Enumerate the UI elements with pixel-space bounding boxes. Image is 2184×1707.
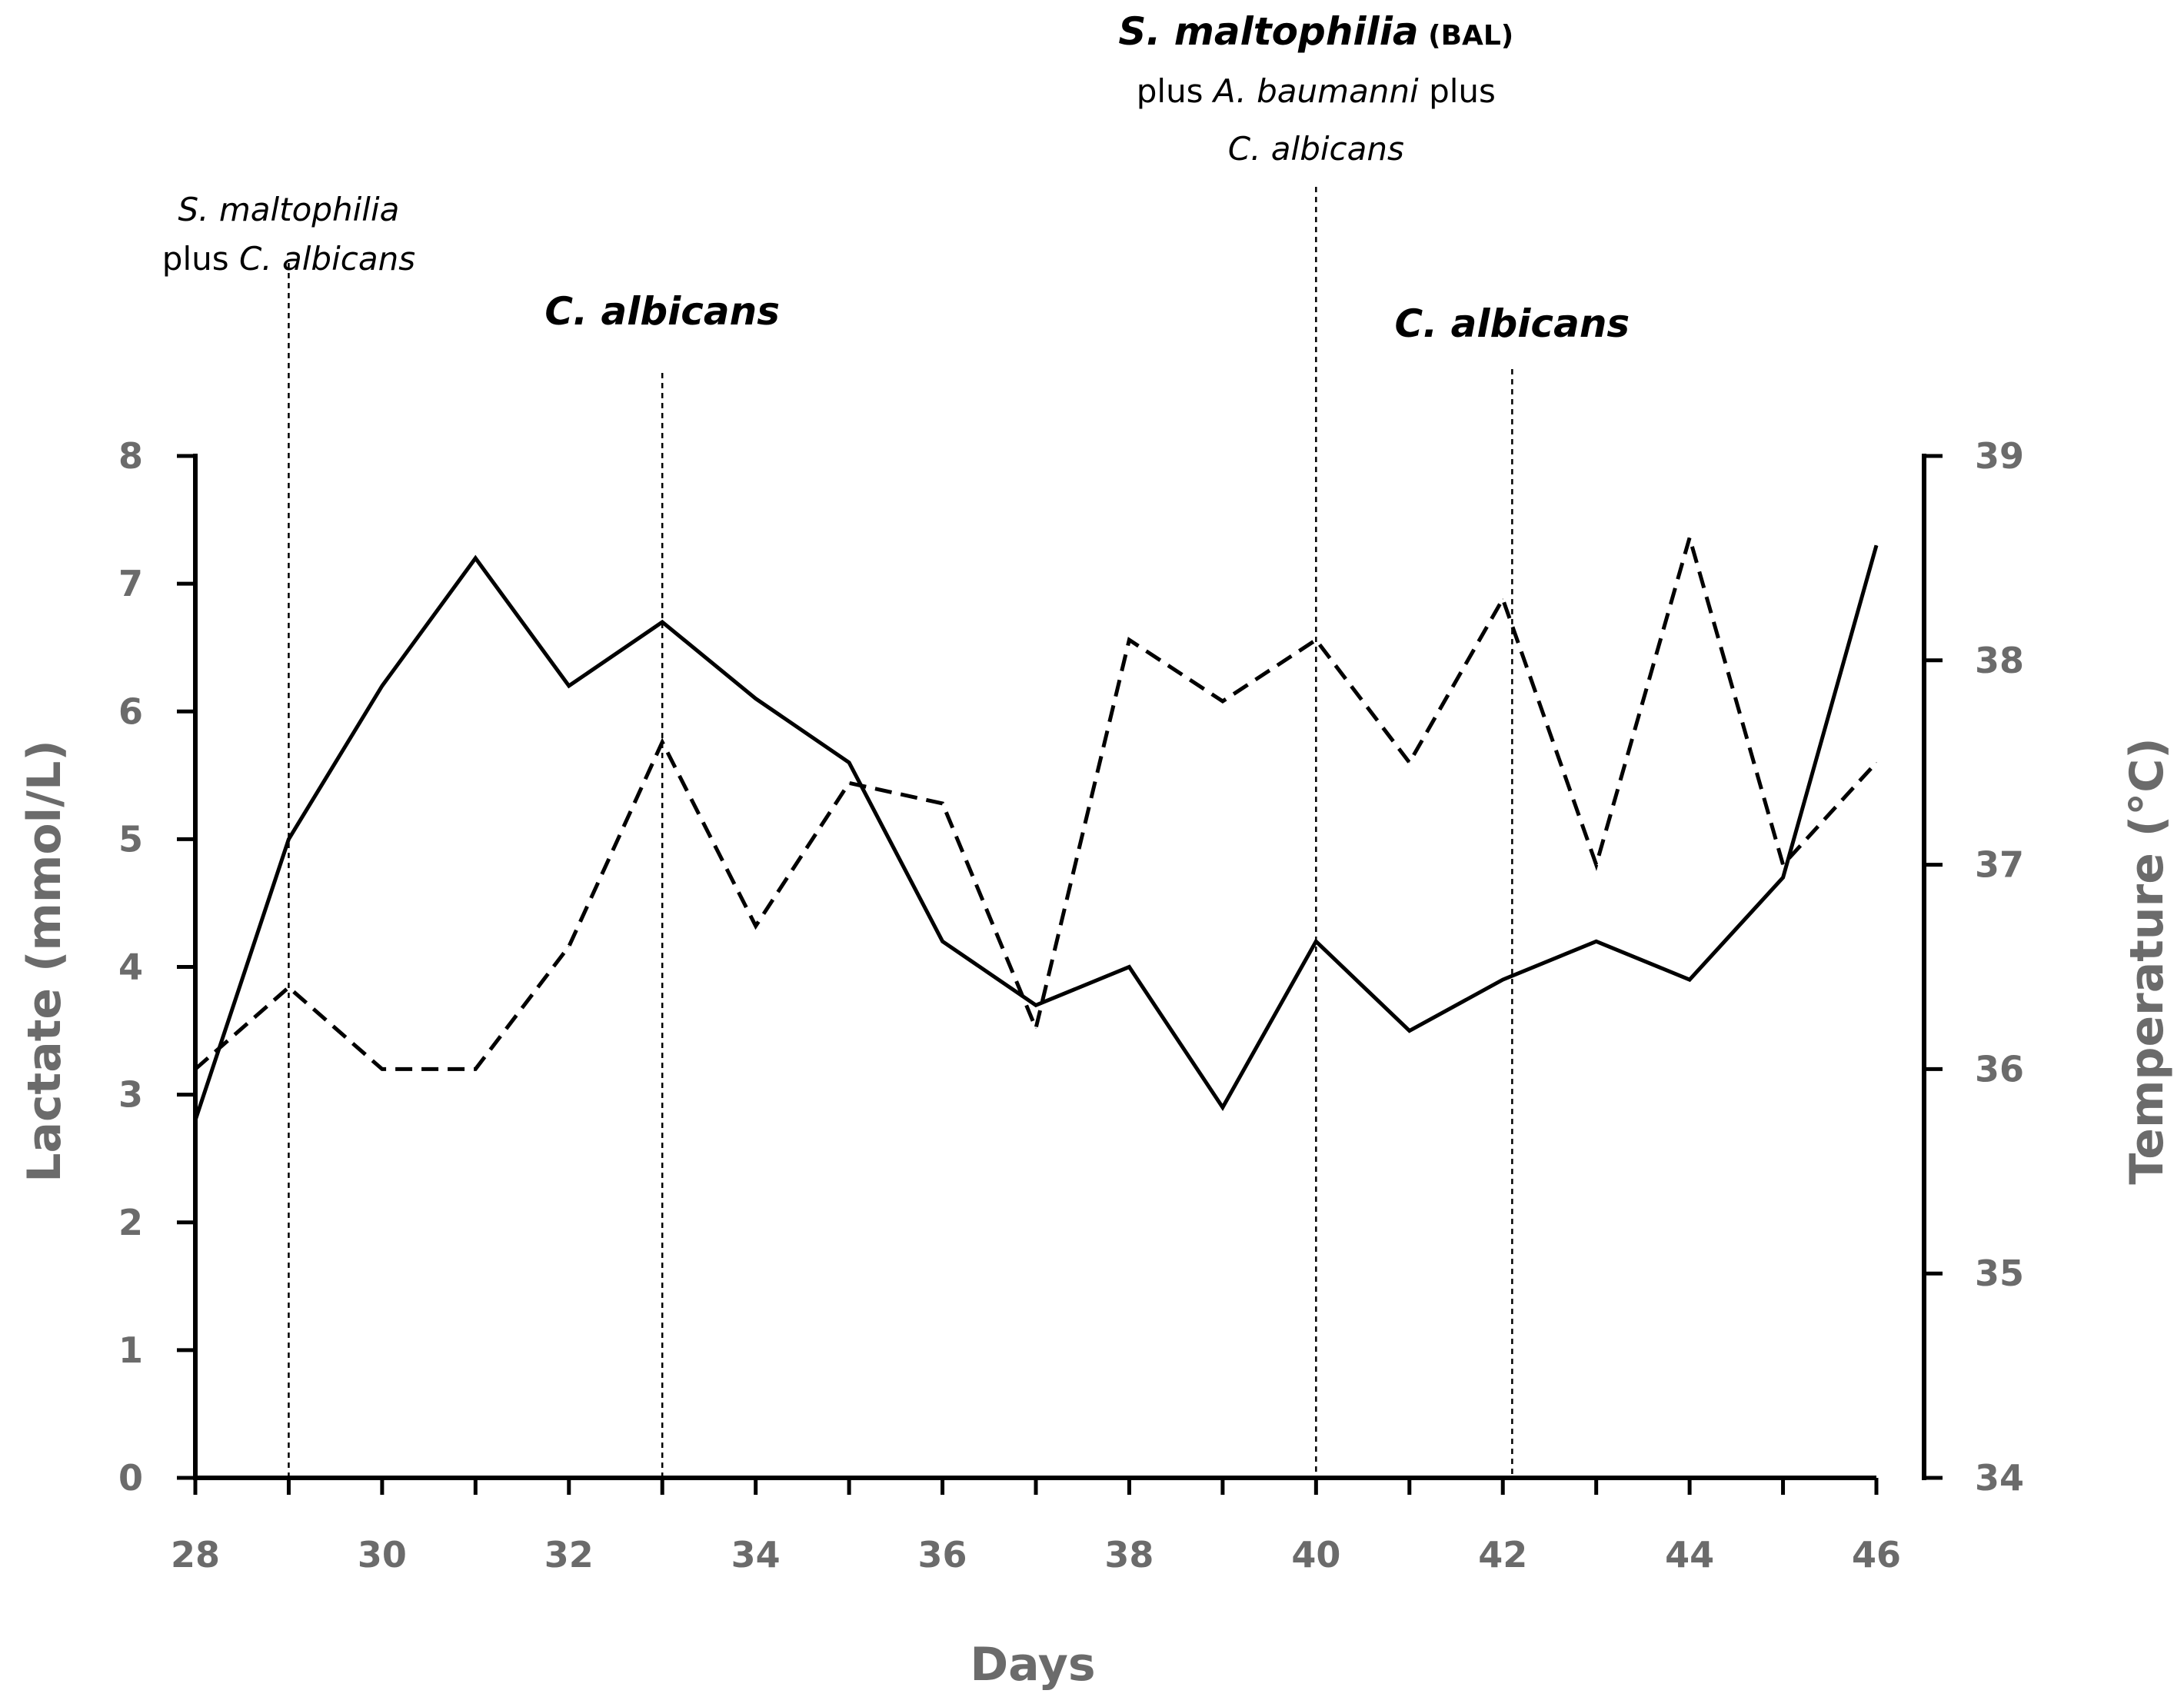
x-tick-label: 38 [1104, 1534, 1154, 1576]
y-left-tick-label: 8 [118, 435, 143, 477]
y-axis-left-title: Lactate (mmol/L) [18, 740, 72, 1183]
annotation-label: S. maltophilia (BAL) [1118, 9, 1513, 54]
y-left-tick-label: 4 [118, 947, 143, 988]
y-left-tick-label: 5 [118, 818, 143, 860]
annotation-segment: (BAL) [1419, 20, 1514, 52]
series-line-lactate [193, 544, 1879, 1121]
series [193, 531, 1879, 1121]
data-point-temperature [1128, 639, 1130, 641]
data-point-temperature [1876, 762, 1877, 764]
axes: 28 30 32 34 36 38 40 42 44 4601234567834353637383… [118, 435, 2024, 1576]
annotation-label: C. albicans [1395, 301, 1630, 346]
data-point-lactate [1409, 1030, 1410, 1032]
x-tick-label: 30 [358, 1534, 407, 1576]
x-tick-label: 32 [544, 1534, 594, 1576]
y-left-tick-label: 7 [118, 563, 143, 604]
data-point-temperature [288, 987, 289, 988]
y-left-tick-label: 1 [118, 1329, 143, 1371]
y-right-tick-label: 38 [1975, 640, 2024, 681]
annotation-segment: A. baumanni [1211, 72, 1419, 110]
data-point-lactate [755, 698, 757, 700]
data-point-temperature [1315, 639, 1317, 641]
data-point-temperature [1035, 1027, 1037, 1029]
y-right-tick-label: 35 [1975, 1253, 2024, 1294]
data-point-lactate [1315, 940, 1317, 942]
annotation-segment: plus [1137, 72, 1214, 110]
y-left-tick-label: 3 [118, 1074, 143, 1116]
data-point-temperature [381, 1068, 383, 1070]
data-point-lactate [1035, 1004, 1037, 1006]
data-point-lactate [1876, 544, 1877, 546]
annotation-label: C. albicans [1228, 130, 1404, 168]
y-axis-right-title: Temperature (°C) [2120, 737, 2174, 1184]
data-point-temperature [474, 1068, 476, 1070]
y-left-tick-label: 6 [118, 690, 143, 732]
annotation-segment: S. maltophilia [178, 191, 400, 228]
data-point-lactate [568, 685, 570, 687]
x-axis-title: Days [970, 1638, 1095, 1692]
annotation-segment: plus [162, 240, 239, 278]
x-tick-label: 40 [1291, 1534, 1340, 1576]
data-point-lactate [1222, 1106, 1224, 1108]
data-point-temperature [942, 803, 944, 804]
annotation-segment: C. albicans [544, 289, 780, 334]
x-tick-label: 28 [171, 1534, 220, 1576]
annotation-segment: plus [1419, 72, 1496, 110]
annotation-label: S. maltophilia [178, 191, 400, 228]
annotation-segment: C. albicans [1228, 130, 1404, 168]
data-point-temperature [755, 925, 757, 927]
data-point-temperature [195, 1068, 196, 1070]
y-left-tick-label: 2 [118, 1202, 143, 1243]
data-point-temperature [661, 741, 663, 743]
data-point-temperature [848, 782, 850, 784]
x-tick-label: 36 [918, 1534, 967, 1576]
y-right-tick-label: 36 [1975, 1048, 2024, 1090]
annotation-segment: S. maltophilia [1118, 9, 1418, 54]
annotation-label: C. albicans [544, 289, 780, 334]
data-point-lactate [288, 838, 289, 840]
x-tick-label: 44 [1665, 1534, 1714, 1576]
data-point-temperature [568, 946, 570, 947]
data-point-temperature [1222, 700, 1224, 702]
y-right-tick-label: 39 [1975, 435, 2024, 477]
y-left-tick-label: 0 [118, 1457, 143, 1499]
x-tick-label: 42 [1478, 1534, 1527, 1576]
y-right-tick-label: 37 [1975, 844, 2024, 886]
annotation-segment: C. albicans [239, 240, 415, 278]
series-line-temperature [194, 531, 1878, 1071]
x-tick-label: 34 [731, 1534, 781, 1576]
data-point-lactate [942, 940, 944, 942]
annotation-label: plus A. baumanni plus [1137, 72, 1496, 110]
data-point-lactate [848, 762, 850, 764]
annotation-segment: C. albicans [1395, 301, 1630, 346]
data-point-lactate [381, 685, 383, 687]
annotation-label: plus C. albicans [162, 240, 415, 278]
y-right-tick-label: 34 [1975, 1457, 2024, 1499]
x-tick-label: 46 [1852, 1534, 1901, 1576]
data-point-temperature [1409, 762, 1410, 764]
data-point-lactate [661, 621, 663, 623]
data-point-lactate [474, 557, 476, 559]
